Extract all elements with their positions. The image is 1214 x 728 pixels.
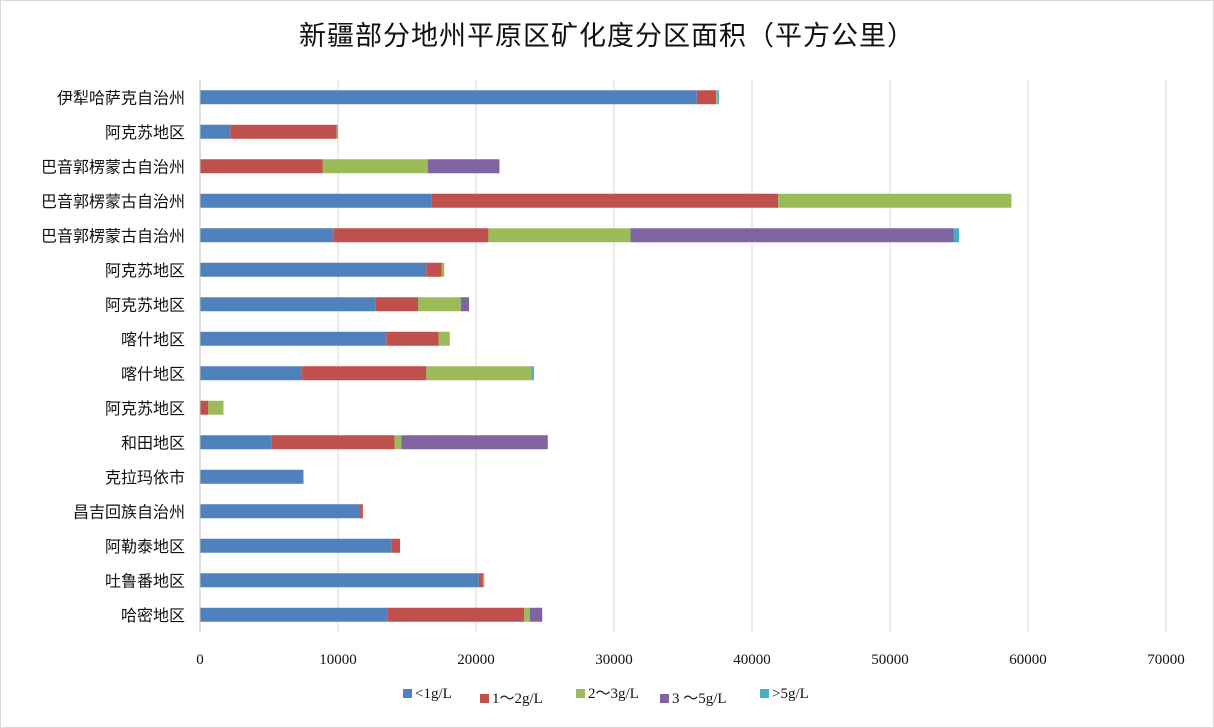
bar-segment [200,366,303,381]
x-tick-label: 60000 [1009,652,1047,668]
legend-label: 1～2g/L [492,691,543,707]
bar-segment [426,366,532,381]
bar-segment [630,228,954,243]
bar-segment [271,435,395,450]
bar-segment [426,262,442,277]
bar-segment [524,607,530,622]
category-label: 和田地区 [121,433,185,452]
x-tick-label: 50000 [871,652,909,668]
bar-segment [529,607,543,622]
legend-swatch [480,694,489,703]
bar-segment [200,469,304,484]
category-labels: 伊犁哈萨克自治州阿克苏地区巴音郭楞蒙古自治州巴音郭楞蒙古自治州巴音郭楞蒙古自治州… [41,88,185,625]
legend-swatch [660,694,669,703]
category-label: 阿克苏地区 [105,295,185,314]
bar-segment [391,538,401,553]
bar-segment [696,90,717,105]
category-label: 伊犁哈萨克自治州 [57,88,185,107]
bar-segment [778,193,1012,208]
bar-segment [401,435,548,450]
bar-segment [953,228,959,243]
bar-segment [333,228,489,243]
bar-segment [200,193,432,208]
bar-segment [386,331,439,346]
bar-segment [441,262,445,277]
category-label: 喀什地区 [121,364,185,383]
legend-label: 2～3g/L [588,686,639,702]
x-tick-label: 10000 [319,652,357,668]
category-label: 巴音郭楞蒙古自治州 [41,226,185,245]
legend: <1g/L 1～2g/L 2～3g/L 3 ～5g/L >5g/L [403,686,809,707]
bar-segment [531,366,534,381]
x-tick-label: 40000 [733,652,771,668]
category-label: 哈密地区 [121,606,185,625]
bar-segment [387,607,525,622]
bar-segment [208,400,224,415]
bar-segment [200,607,388,622]
legend-label: <1g/L [415,686,452,702]
bar-segment [200,573,479,588]
legend-swatch [403,689,412,698]
bar-segment [431,193,779,208]
category-label: 阿克苏地区 [105,261,185,280]
bar-segment [418,297,461,312]
bar-segment [200,504,361,519]
bar-segment [200,400,209,415]
bar-segment [488,228,631,243]
legend-swatch [760,689,769,698]
bar-segment [200,331,387,346]
legend-label: >5g/L [772,686,809,702]
x-tick-label: 30000 [595,652,633,668]
bar-segment [200,538,392,553]
bar-segment [230,124,337,139]
chart-title: 新疆部分地州平原区矿化度分区面积（平方公里） [299,21,915,52]
bar-segment [360,504,363,519]
bar-segment [717,90,719,105]
category-label: 巴音郭楞蒙古自治州 [41,192,185,211]
x-tick-label: 70000 [1147,652,1185,668]
legend-swatch [576,689,585,698]
bar-segment [200,159,323,174]
category-label: 阿克苏地区 [105,123,185,142]
bar-segment [200,124,231,139]
bar-segment [460,297,470,312]
bar-segment [438,331,450,346]
bar-segment [200,297,376,312]
x-tick-labels: 0 10000 20000 30000 40000 50000 60000 70000 [196,652,1185,668]
category-label: 克拉玛依市 [105,468,185,487]
category-label: 阿克苏地区 [105,399,185,418]
category-label: 昌吉回族自治州 [73,502,185,521]
bar-segment [200,262,427,277]
bar-segment [478,573,483,588]
legend-label: 3 ～5g/L [672,691,727,707]
x-tick-label: 0 [196,652,204,668]
bar-segment [302,366,427,381]
bar-segment [427,159,500,174]
bar-segment [200,435,272,450]
x-tick-label: 20000 [457,652,495,668]
category-label: 喀什地区 [121,330,185,349]
bar-segment [336,124,338,139]
bar-segment [482,573,485,588]
category-label: 吐鲁番地区 [105,571,185,590]
bar-segment [200,90,697,105]
bar-segment [394,435,402,450]
category-label: 巴音郭楞蒙古自治州 [41,157,185,176]
bar-segment [322,159,428,174]
bar-segment [375,297,419,312]
bar-segment [716,90,718,105]
bar-segment [200,228,334,243]
bars [200,90,1012,622]
category-label: 阿勒泰地区 [105,537,185,556]
